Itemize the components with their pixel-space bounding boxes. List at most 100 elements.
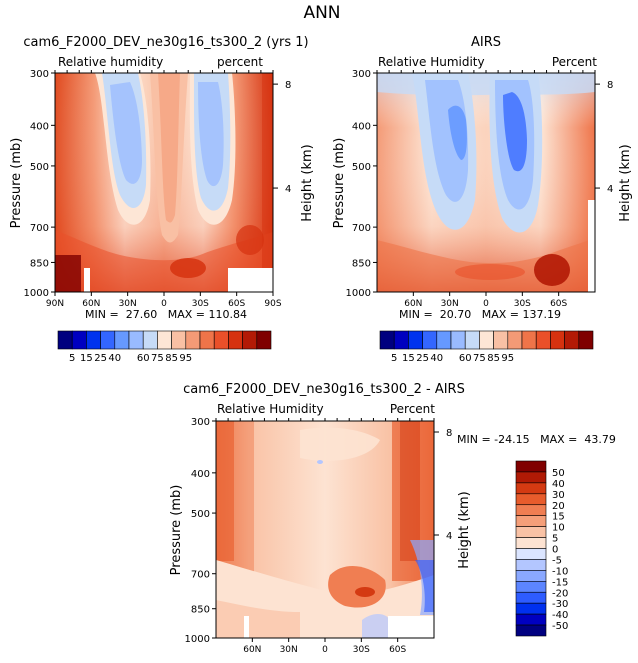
y2-tick-label: 8 bbox=[285, 80, 291, 91]
y2-tick-label: 8 bbox=[446, 428, 452, 439]
colorbar-swatch bbox=[515, 493, 547, 506]
colorbar-swatch bbox=[515, 624, 547, 637]
panel-model: cam6_F2000_DEV_ne30g16_ts300_2 (yrs 1) bbox=[9, 35, 315, 364]
colorbar-swatch bbox=[521, 330, 537, 350]
panel-obs-stats: MIN = 20.70 MAX = 137.19 bbox=[399, 308, 561, 321]
colorbar-swatch bbox=[515, 504, 547, 516]
colorbar-label: 15 bbox=[402, 353, 415, 364]
x-tick-label: 0 bbox=[161, 299, 167, 309]
colorbar-swatch bbox=[242, 330, 258, 350]
panel-obs-title: AIRS bbox=[471, 35, 501, 50]
panel-diff: cam6_F2000_DEV_ne30g16_ts300_2 - AIRS Re… bbox=[169, 382, 616, 655]
panel-model-title: cam6_F2000_DEV_ne30g16_ts300_2 (yrs 1) bbox=[23, 35, 308, 50]
colorbar-swatch bbox=[578, 330, 594, 350]
colorbar-swatch bbox=[493, 330, 509, 350]
colorbar-swatch bbox=[515, 602, 547, 615]
colorbar-swatch bbox=[535, 330, 551, 350]
x-tick-label: 30S bbox=[353, 645, 370, 655]
colorbar-label: 60 bbox=[137, 353, 150, 364]
colorbar-swatch bbox=[479, 330, 494, 350]
y-tick-label: 1000 bbox=[24, 288, 49, 299]
colorbar-swatch bbox=[100, 330, 116, 350]
colorbar-swatch bbox=[171, 330, 187, 350]
colorbar-label: -10 bbox=[552, 566, 568, 577]
y-tick-label: 500 bbox=[30, 162, 49, 173]
colorbar-label: 95 bbox=[501, 353, 514, 364]
y2-tick-label: 4 bbox=[285, 184, 291, 195]
panel-obs-colorbar: 5 15 25 40 60 75 85 95 bbox=[379, 330, 594, 364]
panel-obs-y-ticks: 300 400 500 700 850 1000 bbox=[346, 69, 377, 299]
panel-model-ylabel: Pressure (mb) bbox=[9, 138, 24, 229]
panel-model-stats: MIN = 27.60 MAX = 110.84 bbox=[85, 308, 247, 321]
colorbar-swatch bbox=[515, 460, 547, 473]
colorbar-swatch bbox=[393, 330, 409, 350]
colorbar-swatch bbox=[213, 330, 229, 350]
panel-obs-left-label: Relative Humidity bbox=[378, 55, 485, 69]
colorbar-swatch bbox=[515, 482, 547, 495]
x-tick-label: 90N bbox=[46, 299, 64, 309]
y-tick-label: 500 bbox=[352, 162, 371, 173]
colorbar-label: 5 bbox=[552, 534, 558, 545]
colorbar-label: -30 bbox=[552, 599, 568, 610]
y2-tick-label: 4 bbox=[607, 184, 613, 195]
colorbar-swatch bbox=[507, 330, 523, 350]
colorbar-label: 0 bbox=[552, 545, 558, 556]
colorbar-label: 40 bbox=[108, 353, 121, 364]
colorbar-swatch bbox=[550, 330, 565, 350]
x-tick-label: 30N bbox=[119, 299, 137, 309]
panel-diff-x-ticks: 60N 30N 0 30S 60S bbox=[215, 418, 435, 655]
panel-obs-ylabel: Pressure (mb) bbox=[332, 138, 347, 229]
y-tick-label: 300 bbox=[191, 417, 210, 428]
colorbar-swatch bbox=[515, 570, 547, 582]
colorbar-swatch bbox=[450, 330, 466, 350]
panel-diff-y2label: Height (km) bbox=[457, 491, 472, 568]
colorbar-swatch bbox=[436, 330, 452, 350]
colorbar-label: 5 bbox=[391, 353, 397, 364]
x-tick-label: 60S bbox=[550, 299, 567, 309]
colorbar-swatch bbox=[256, 330, 272, 350]
colorbar-label: 75 bbox=[151, 353, 164, 364]
colorbar-swatch bbox=[142, 330, 158, 350]
panel-obs-x-ticks: 60N 30N 0 30S 60S bbox=[376, 70, 596, 309]
panel-diff-left-label: Relative Humidity bbox=[217, 402, 324, 416]
colorbar-swatch bbox=[515, 581, 547, 593]
colorbar-label: 60 bbox=[459, 353, 472, 364]
x-tick-label: 60S bbox=[228, 299, 245, 309]
y-tick-label: 400 bbox=[30, 121, 49, 132]
x-tick-label: 60N bbox=[82, 299, 100, 309]
panel-diff-stats: MIN = -24.15 MAX = 43.79 bbox=[457, 433, 616, 446]
colorbar-label: -40 bbox=[552, 610, 568, 621]
y-tick-label: 700 bbox=[352, 223, 371, 234]
colorbar-label: 30 bbox=[552, 490, 565, 501]
colorbar-label: 25 bbox=[416, 353, 429, 364]
panel-diff-y2-ticks: 84 bbox=[434, 428, 452, 542]
x-tick-label: 60N bbox=[404, 299, 422, 309]
colorbar-label: 95 bbox=[179, 353, 192, 364]
y-tick-label: 700 bbox=[30, 223, 49, 234]
colorbar-swatch bbox=[228, 330, 243, 350]
colorbar-swatch bbox=[464, 330, 480, 350]
y-tick-label: 700 bbox=[191, 570, 210, 581]
panel-diff-field bbox=[216, 421, 434, 638]
colorbar-swatch bbox=[408, 330, 423, 350]
y2-tick-label: 4 bbox=[446, 531, 452, 542]
y-tick-label: 850 bbox=[191, 605, 210, 616]
colorbar-label: -20 bbox=[552, 588, 568, 599]
y-tick-label: 850 bbox=[352, 258, 371, 269]
colorbar-swatch bbox=[199, 330, 215, 350]
x-tick-label: 60S bbox=[389, 645, 406, 655]
colorbar-swatch bbox=[515, 537, 547, 549]
x-tick-label: 30N bbox=[280, 645, 298, 655]
colorbar-label: -5 bbox=[552, 555, 562, 566]
colorbar-swatch bbox=[515, 515, 547, 527]
colorbar-label: 25 bbox=[94, 353, 107, 364]
colorbar-label: 5 bbox=[69, 353, 75, 364]
panel-diff-right-label: Percent bbox=[390, 402, 435, 416]
colorbar-label: 40 bbox=[552, 479, 565, 490]
panel-model-field bbox=[55, 73, 273, 292]
colorbar-swatch bbox=[422, 330, 438, 350]
colorbar-label: -15 bbox=[552, 577, 568, 588]
colorbar-label: 40 bbox=[430, 353, 443, 364]
